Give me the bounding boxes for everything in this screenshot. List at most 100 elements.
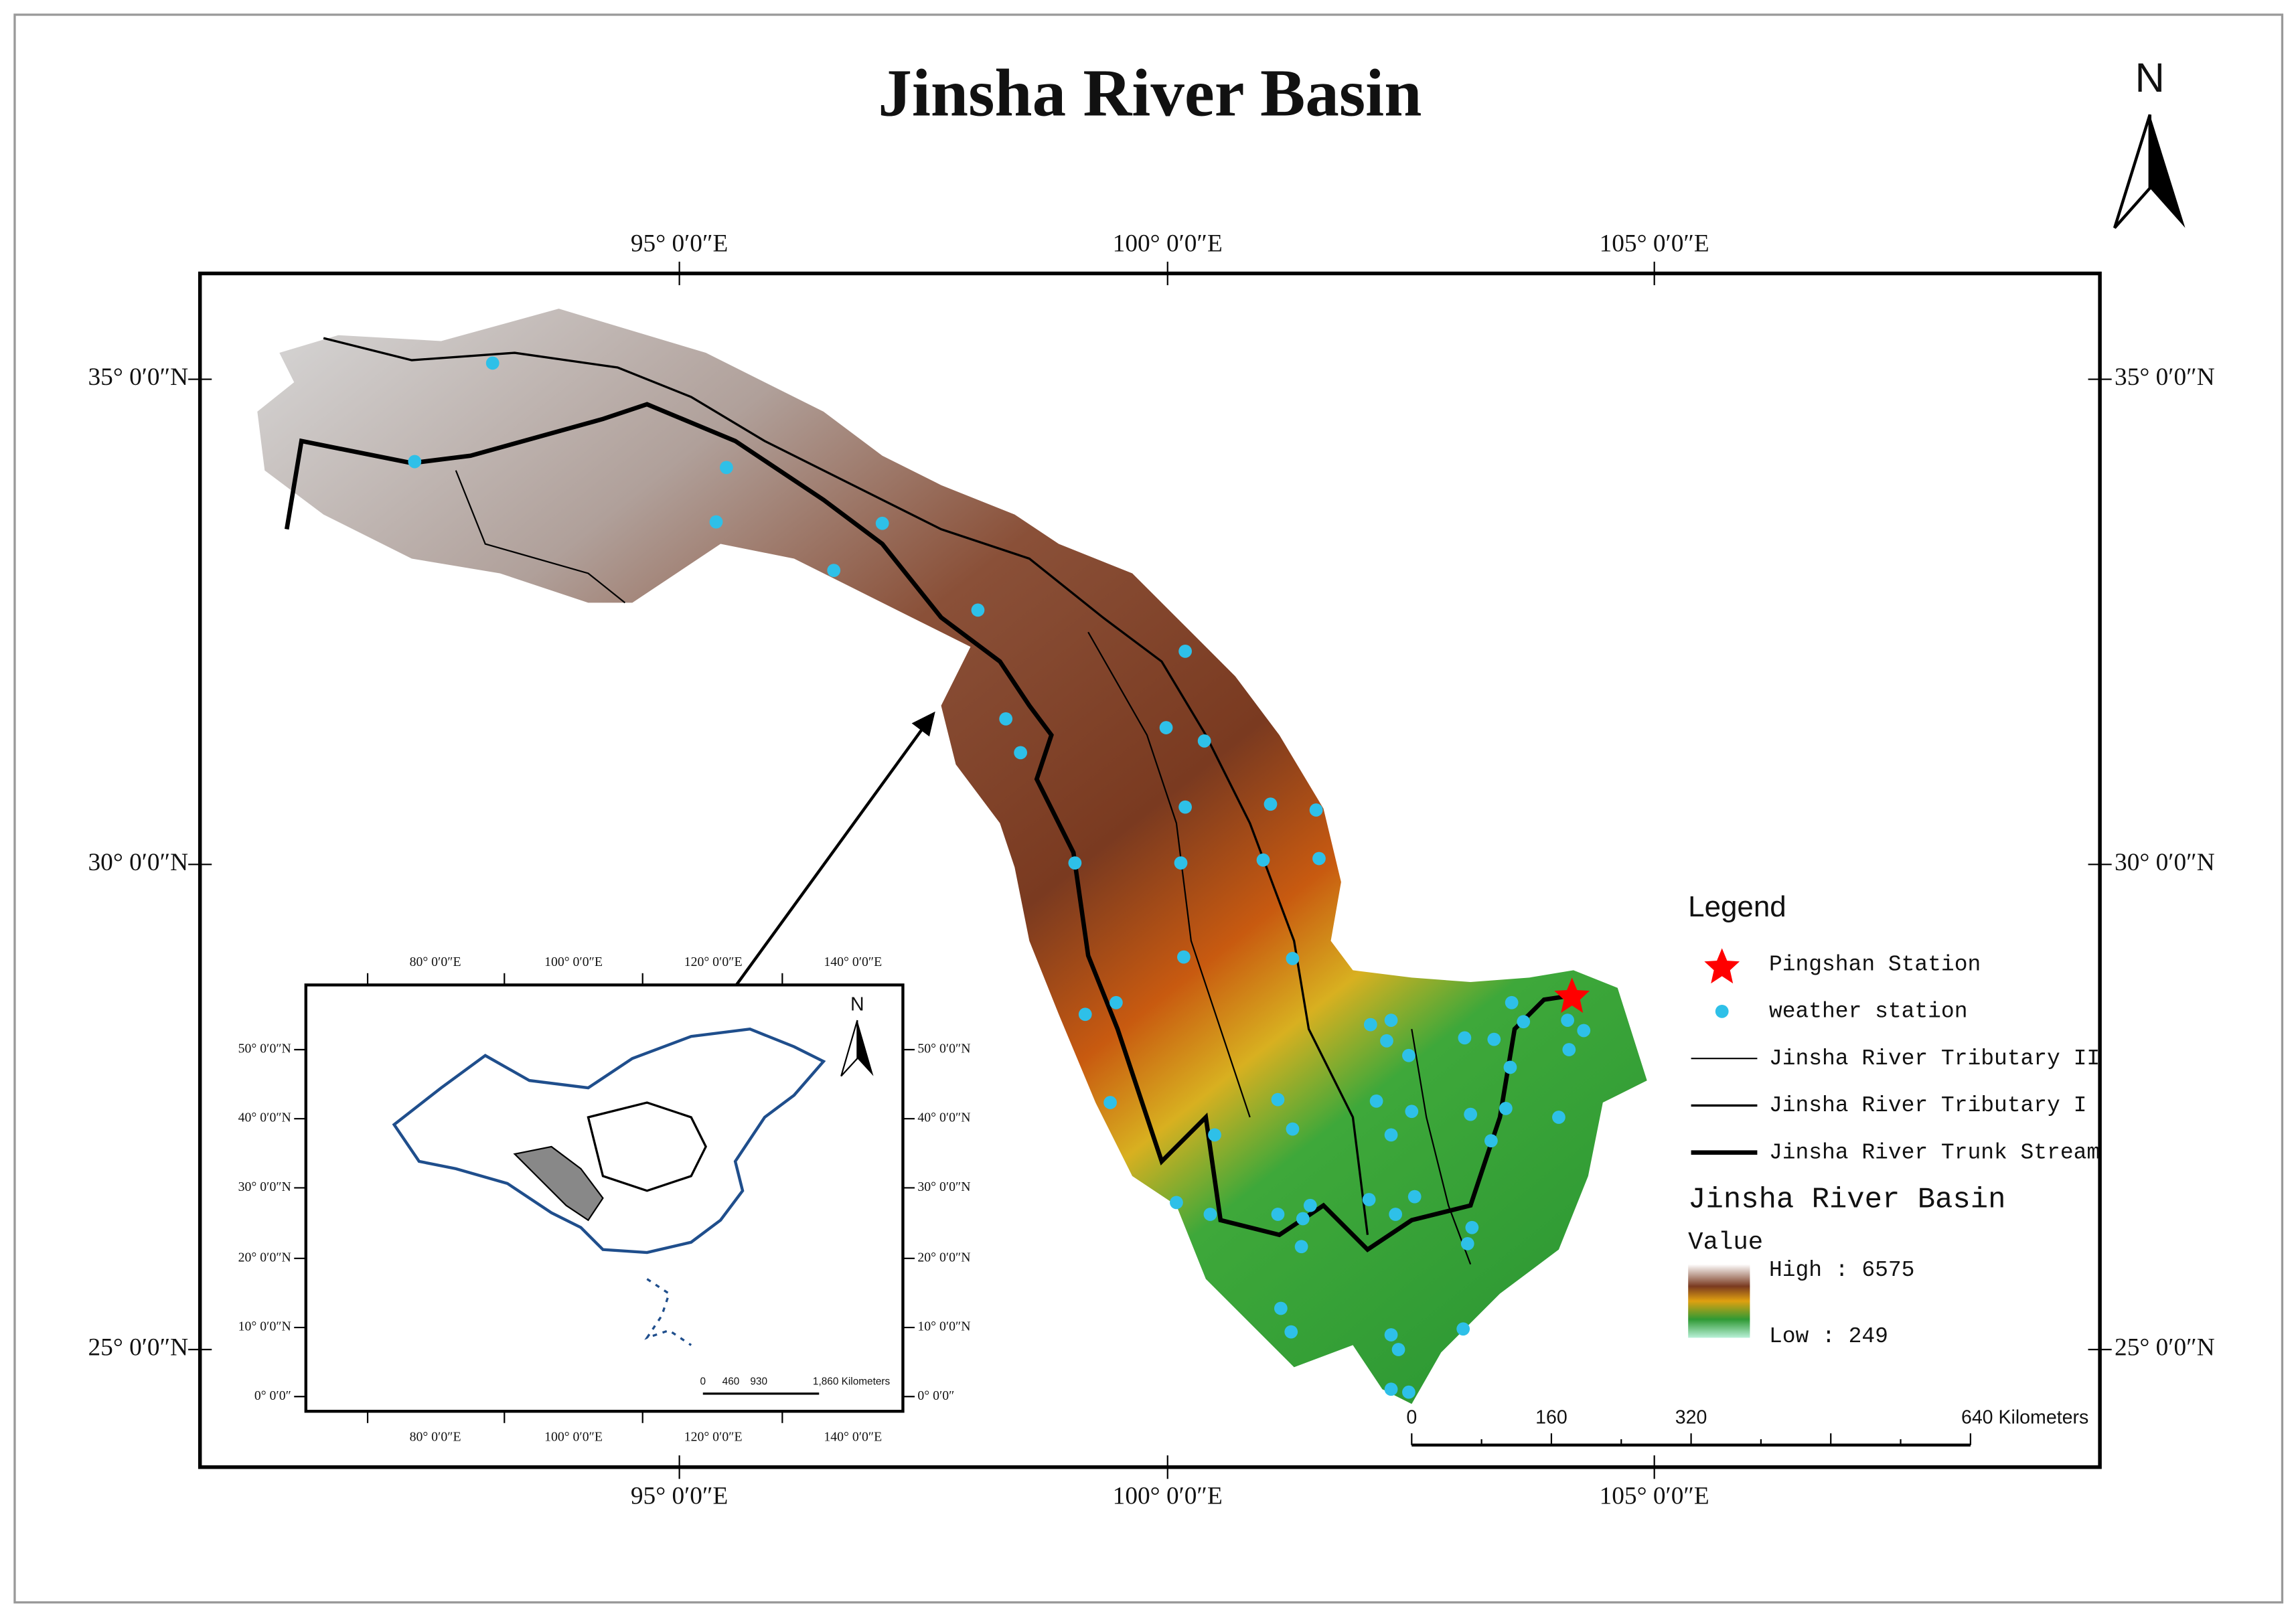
lon-label: 100° 0′0″E xyxy=(1113,230,1223,257)
weather-station xyxy=(1309,803,1323,817)
inset-north-label: N xyxy=(850,994,864,1016)
inset-lat-label: 10° 0′0″N xyxy=(917,1319,970,1334)
north-label: N xyxy=(2135,55,2165,101)
weather-station xyxy=(1256,853,1270,867)
weather-station xyxy=(1391,1343,1405,1356)
weather-station xyxy=(1460,1236,1474,1250)
inset-scale-label: 930 xyxy=(750,1376,767,1387)
inset-lat-label: 0° 0′0″ xyxy=(254,1388,291,1403)
lat-label: 25° 0′0″N xyxy=(2115,1334,2215,1362)
weather-station xyxy=(1170,1196,1183,1210)
weather-stations xyxy=(408,356,1591,1399)
weather-station xyxy=(1369,1094,1383,1108)
weather-station xyxy=(1562,1043,1576,1056)
weather-station xyxy=(1456,1322,1470,1336)
weather-station xyxy=(1464,1107,1478,1121)
lat-label: 25° 0′0″N xyxy=(88,1334,189,1362)
weather-station xyxy=(1271,1208,1285,1221)
inset-lat-label: 50° 0′0″N xyxy=(917,1042,970,1056)
lat-label: 35° 0′0″N xyxy=(88,363,189,391)
inset-north-arrow xyxy=(857,1020,874,1076)
lon-label: 95° 0′0″E xyxy=(631,230,728,257)
weather-station xyxy=(1294,1240,1308,1254)
inset-lat-label: 50° 0′0″N xyxy=(238,1042,291,1056)
pingshan-station xyxy=(1554,977,1590,1013)
weather-station xyxy=(1389,1208,1403,1221)
trunk-stream xyxy=(285,402,1574,1252)
weather-station xyxy=(720,461,733,475)
weather-station xyxy=(1274,1301,1288,1315)
weather-station xyxy=(1505,995,1519,1009)
inset-lat-label: 0° 0′0″ xyxy=(917,1388,954,1403)
weather-station xyxy=(827,564,841,577)
weather-station xyxy=(1296,1212,1310,1226)
weather-station xyxy=(1499,1101,1513,1115)
weather-station xyxy=(1407,1190,1422,1204)
inset-lat-label: 30° 0′0″N xyxy=(917,1180,970,1194)
weather-station xyxy=(1286,951,1300,965)
weather-station xyxy=(1487,1032,1501,1046)
inset-islands xyxy=(644,1278,692,1346)
weather-station xyxy=(1286,1122,1300,1136)
scale-label: 320 xyxy=(1675,1407,1707,1429)
inset-lat-label: 30° 0′0″N xyxy=(238,1180,291,1194)
weather-station xyxy=(1178,800,1192,814)
weather-station xyxy=(1384,1128,1398,1142)
weather-station xyxy=(1458,1031,1472,1045)
lat-label: 30° 0′0″N xyxy=(2115,849,2215,876)
weather-station xyxy=(1197,734,1211,748)
map-title: Jinsha River Basin xyxy=(878,56,1422,131)
weather-station xyxy=(1312,851,1326,866)
weather-station xyxy=(1014,746,1028,760)
weather-station xyxy=(1465,1220,1479,1234)
inset-lon-label: 140° 0′0″E xyxy=(824,1429,882,1444)
legend-low: Low : 249 xyxy=(1769,1324,1888,1349)
tributary-i xyxy=(323,337,1369,1235)
inset-lon-label: 120° 0′0″E xyxy=(684,1429,743,1444)
weather-station xyxy=(1103,1096,1117,1109)
weather-station xyxy=(1517,1015,1531,1029)
weather-station xyxy=(1362,1193,1376,1206)
map-frame xyxy=(198,271,2102,1469)
china-outline xyxy=(392,1028,826,1254)
legend-title: Legend xyxy=(1688,890,1786,923)
legend: Legend Jinsha River Basin Value High : 6… xyxy=(1688,890,2100,1349)
weather-station xyxy=(1552,1111,1565,1124)
weather-station xyxy=(1174,856,1188,870)
inset-scale-label: 0 xyxy=(700,1376,706,1387)
weather-station xyxy=(1402,1385,1416,1399)
inset-lat-label: 20° 0′0″N xyxy=(238,1250,291,1265)
weather-station xyxy=(875,516,889,530)
lon-label: 105° 0′0″E xyxy=(1600,1482,1709,1510)
inset-lon-label: 100° 0′0″E xyxy=(544,955,603,969)
lon-label: 105° 0′0″E xyxy=(1600,230,1709,257)
inset-lon-label: 80° 0′0″E xyxy=(410,1429,461,1444)
inset-lon-label: 100° 0′0″E xyxy=(544,1429,603,1444)
north-arrow-right xyxy=(2149,114,2186,228)
inset-lon-label: 120° 0′0″E xyxy=(684,955,743,969)
weather-station xyxy=(1380,1034,1393,1048)
weather-station xyxy=(1363,1018,1377,1032)
tributary-ii xyxy=(455,470,626,604)
weather-station xyxy=(709,515,723,529)
scale-label: 640 Kilometers xyxy=(1961,1407,2088,1429)
weather-station xyxy=(999,712,1013,726)
inset-boundaries xyxy=(587,1101,707,1192)
scale-label: 0 xyxy=(1406,1407,1417,1429)
weather-station xyxy=(408,455,422,469)
weather-station xyxy=(1178,644,1192,658)
basin-dem xyxy=(257,309,1647,1404)
inset-lat-label: 40° 0′0″N xyxy=(917,1111,970,1125)
inset-lon-label: 140° 0′0″E xyxy=(824,955,882,969)
legend-raster-field: Value xyxy=(1688,1229,1763,1257)
lon-label: 95° 0′0″E xyxy=(631,1482,728,1510)
lat-label: 35° 0′0″N xyxy=(2115,363,2215,391)
weather-station xyxy=(1208,1128,1221,1142)
weather-station xyxy=(1503,1060,1517,1074)
weather-station xyxy=(485,356,500,370)
weather-station xyxy=(1203,1208,1217,1221)
tributary-ii xyxy=(1087,631,1251,1118)
legend-item: Jinsha River Tributary II xyxy=(1769,1046,2100,1071)
